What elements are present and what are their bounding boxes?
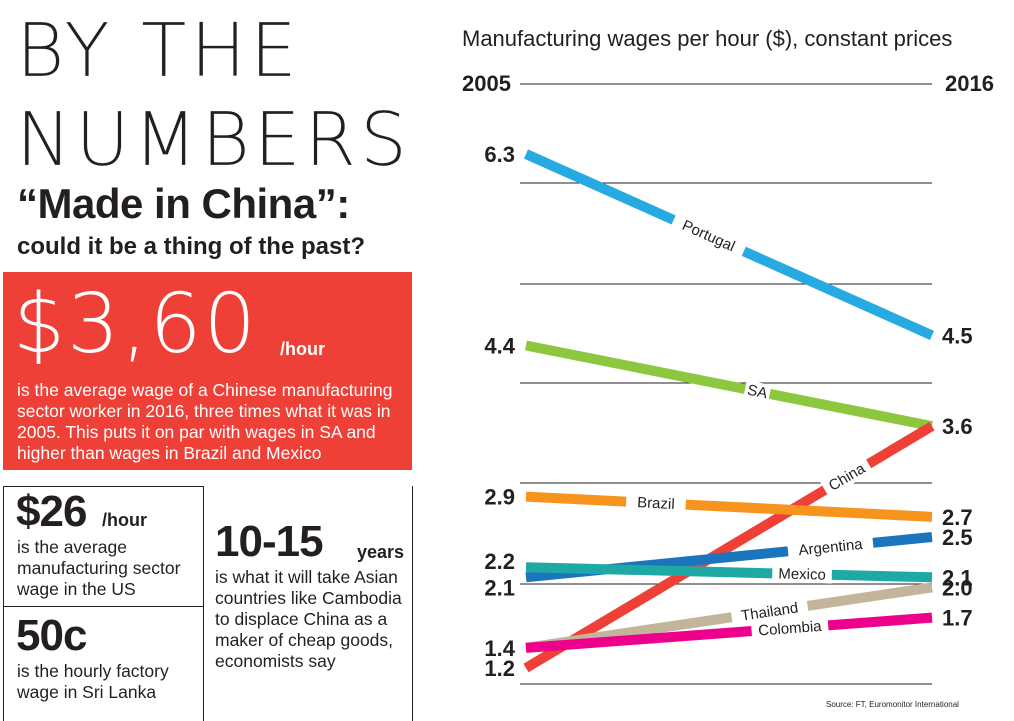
series-label-bg-thailand — [730, 597, 809, 627]
series-label-bg-portugal — [669, 211, 748, 260]
series-line-sa — [525, 340, 933, 432]
stats-divider-top-right — [412, 486, 413, 721]
start-value-argentina: 2.1 — [484, 575, 515, 600]
stats-divider-middle — [3, 606, 203, 607]
series-label-colombia: Colombia — [758, 618, 823, 640]
end-value-portugal: 4.5 — [942, 323, 973, 348]
stat-srilanka-text: is the hourly factory wage in Sri Lanka — [17, 661, 169, 702]
series-label-china: China — [826, 460, 869, 495]
subheadline: could it be a thing of the past? — [17, 233, 365, 260]
highlight-value: $3,60 — [13, 277, 258, 372]
series-label-group-argentina: Argentina — [787, 533, 874, 561]
end-value-brazil: 2.7 — [942, 505, 973, 530]
end-value-argentina: 2.5 — [942, 525, 973, 550]
highlight-box: $3,60 /hour is the average wage of a Chi… — [3, 272, 412, 470]
stat-asia-value: 10-15 — [215, 517, 324, 566]
stat-us-value: $26 — [16, 487, 87, 536]
series-label-bg-argentina — [787, 533, 874, 561]
end-value-sa: 3.6 — [942, 414, 973, 439]
chart-source: Source: FT, Euromonitor International — [826, 700, 959, 709]
end-value-mexico: 2.1 — [942, 565, 973, 590]
series-label-group-sa: SA — [743, 380, 772, 403]
stat-us-text: is the average manufacturing sector wage… — [17, 537, 181, 599]
x-label-end: 2016 — [945, 71, 994, 96]
series-label-bg-china — [820, 456, 874, 498]
stats-divider-vertical — [203, 486, 204, 721]
stats-border-left — [3, 486, 4, 721]
end-value-thailand: 2.0 — [942, 575, 973, 600]
series-label-group-colombia: Colombia — [750, 616, 829, 641]
series-label-group-china: China — [820, 456, 874, 498]
series-label-group-brazil: Brazil — [625, 492, 687, 514]
stats-divider-top — [3, 486, 203, 487]
series-label-group-mexico: Mexico — [772, 564, 833, 584]
chart-title: Manufacturing wages per hour ($), consta… — [462, 26, 953, 51]
start-value-sa: 4.4 — [484, 333, 515, 358]
start-value-mexico: 2.2 — [484, 549, 515, 574]
x-label-start: 2005 — [462, 71, 511, 96]
series-label-bg-colombia — [750, 616, 829, 641]
start-value-colombia: 1.4 — [484, 636, 515, 661]
series-label-portugal: Portugal — [680, 217, 738, 255]
start-value-china: 1.2 — [484, 656, 515, 681]
highlight-text: is the average wage of a Chinese manufac… — [17, 380, 393, 463]
title-line-1: BY THE — [16, 8, 301, 94]
stat-asia-text: is what it will take Asian countries lik… — [215, 567, 402, 671]
series-label-sa: SA — [746, 382, 769, 403]
start-value-portugal: 6.3 — [484, 142, 515, 167]
headline: “Made in China”: — [17, 180, 350, 227]
series-label-bg-sa — [743, 380, 772, 403]
series-label-bg-mexico — [772, 564, 833, 584]
series-label-group-portugal: Portugal — [669, 211, 748, 260]
series-label-argentina: Argentina — [798, 536, 864, 559]
series-line-thailand — [525, 582, 933, 653]
series-line-brazil — [525, 491, 933, 522]
stat-srilanka-value: 50c — [16, 611, 87, 660]
title-line-2: NUMBERS — [16, 97, 411, 183]
series-line-colombia — [525, 612, 933, 653]
series-label-brazil: Brazil — [637, 494, 675, 513]
stat-us-unit: /hour — [102, 510, 147, 530]
stat-asia-unit: years — [357, 542, 405, 562]
highlight-unit: /hour — [280, 339, 325, 359]
series-label-mexico: Mexico — [778, 565, 826, 583]
series-label-bg-brazil — [625, 492, 687, 514]
end-value-colombia: 1.7 — [942, 606, 973, 631]
start-value-brazil: 2.9 — [484, 485, 515, 510]
series-line-mexico — [525, 562, 933, 583]
